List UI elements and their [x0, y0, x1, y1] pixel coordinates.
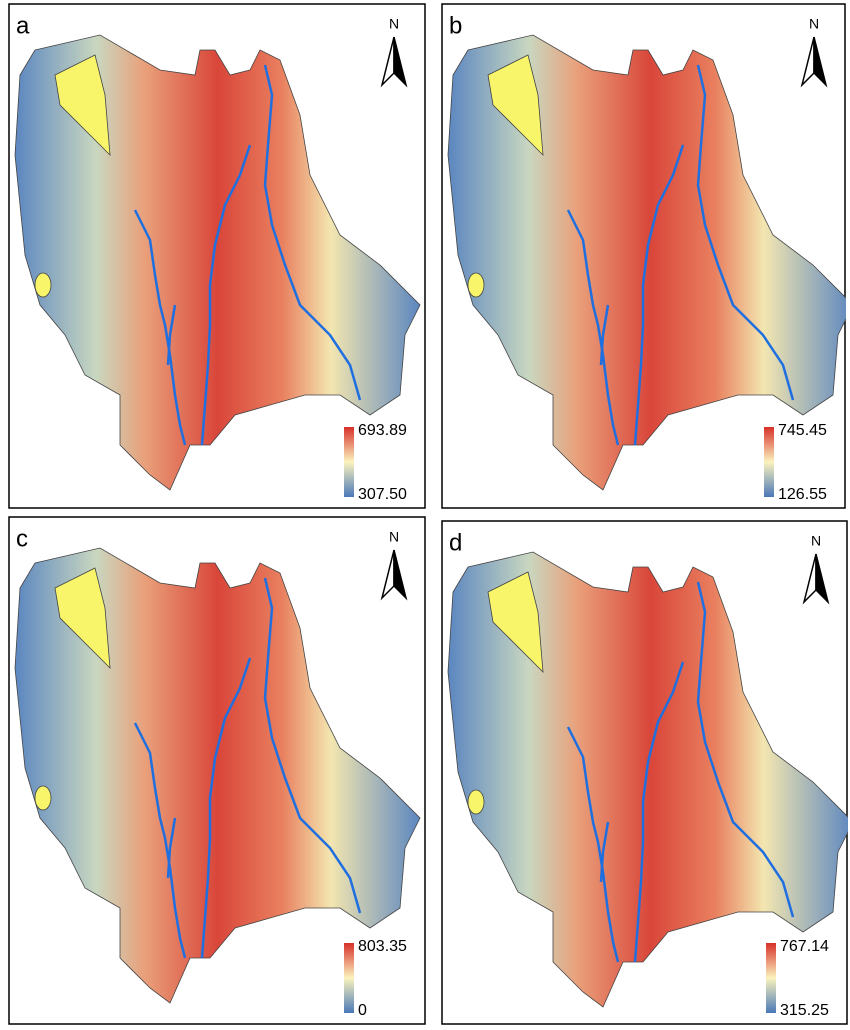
north-label: N — [389, 529, 399, 545]
river — [696, 64, 795, 401]
north-arrow-right — [815, 553, 830, 605]
legend-max: 745.45 — [778, 422, 827, 439]
yellow-zone — [487, 571, 544, 674]
legend-bar — [766, 943, 776, 1013]
yellow-zone — [487, 54, 544, 157]
river — [566, 726, 620, 963]
panel-label: a — [16, 12, 30, 39]
map-panel: b N 745.45 126.55 — [441, 3, 846, 509]
legend-min: 307.50 — [358, 486, 407, 503]
river — [200, 144, 252, 446]
river — [599, 304, 610, 366]
study-area — [447, 551, 848, 1008]
legend-max: 803.35 — [358, 938, 407, 955]
north-arrow-left — [800, 36, 815, 88]
legend-max: 767.14 — [780, 938, 829, 955]
yellow-zone-small — [34, 272, 52, 298]
study-area — [14, 547, 421, 1004]
map-panel: c N 803.35 0 — [8, 516, 426, 1025]
legend-bar — [344, 427, 354, 497]
river — [166, 304, 177, 366]
study-area — [14, 34, 421, 491]
panel-label: b — [449, 12, 462, 39]
river — [566, 209, 620, 446]
north-arrow-left — [380, 36, 395, 88]
river — [200, 657, 252, 959]
legend-bar — [344, 943, 354, 1013]
yellow-zone — [54, 54, 111, 157]
north-arrow-left — [380, 549, 395, 601]
yellow-zone-small — [34, 785, 52, 811]
river — [633, 661, 685, 963]
north-arrow-right — [813, 36, 828, 88]
north-arrow-right — [393, 36, 408, 88]
legend-min: 0 — [358, 1002, 367, 1019]
legend-max: 693.89 — [358, 422, 407, 439]
north-label: N — [389, 16, 399, 32]
map-panel: d N 767.14 315.25 — [441, 520, 848, 1025]
river — [599, 821, 610, 883]
map-panel: a N 693.89 307.50 — [8, 3, 426, 509]
north-label: N — [811, 533, 821, 549]
legend-min: 126.55 — [778, 486, 827, 503]
legend-min: 315.25 — [780, 1002, 829, 1019]
yellow-zone-small — [467, 789, 485, 815]
north-arrow-right — [393, 549, 408, 601]
river — [166, 817, 177, 879]
river — [633, 144, 685, 446]
panel-label: d — [449, 529, 462, 556]
yellow-zone-small — [467, 272, 485, 298]
panel-frame — [8, 516, 426, 1025]
map — [14, 547, 421, 1004]
north-arrow-left — [802, 553, 817, 605]
legend-bar — [764, 427, 774, 497]
panel-label: c — [16, 525, 28, 552]
river — [263, 577, 362, 914]
north-label: N — [809, 16, 819, 32]
river — [696, 581, 795, 918]
map — [14, 34, 421, 491]
panel-frame — [441, 520, 848, 1025]
yellow-zone — [54, 567, 111, 670]
panel-frame — [441, 3, 846, 509]
river — [263, 64, 362, 401]
map — [447, 551, 848, 1008]
map — [447, 34, 846, 491]
river — [133, 722, 187, 959]
river — [133, 209, 187, 446]
panel-frame — [8, 3, 426, 509]
